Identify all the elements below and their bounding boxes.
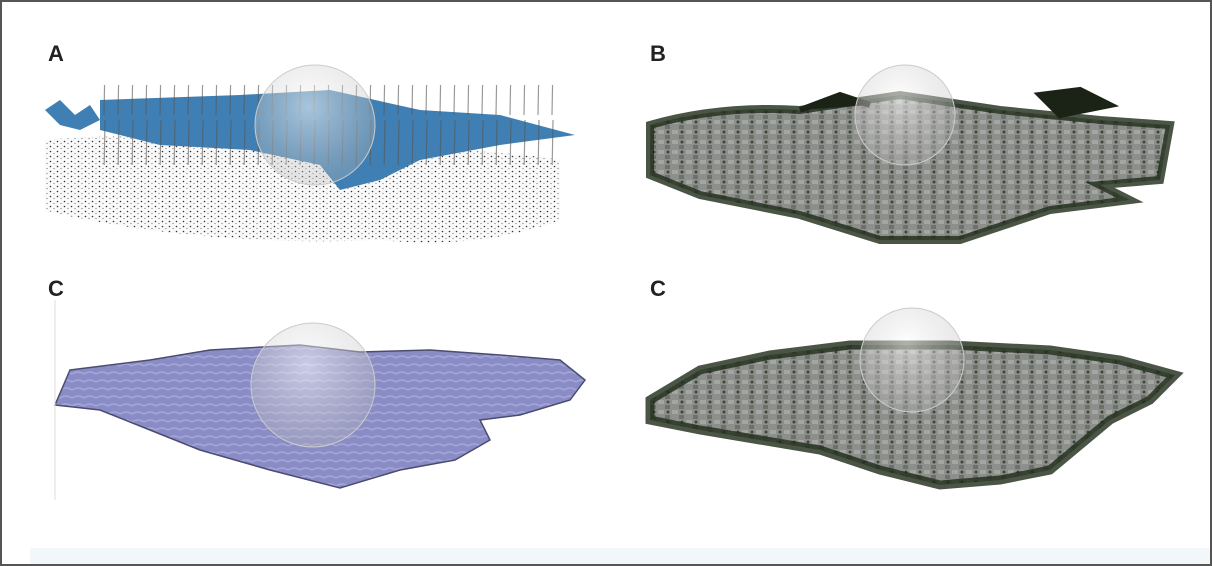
panel-label: C [48,276,64,301]
panel-label: C [650,276,666,301]
panel-label: B [650,41,666,66]
bottom-strip [30,548,1210,564]
figure: A B C C [0,0,1212,566]
panel-a [45,65,575,243]
panel-label: A [48,41,64,66]
